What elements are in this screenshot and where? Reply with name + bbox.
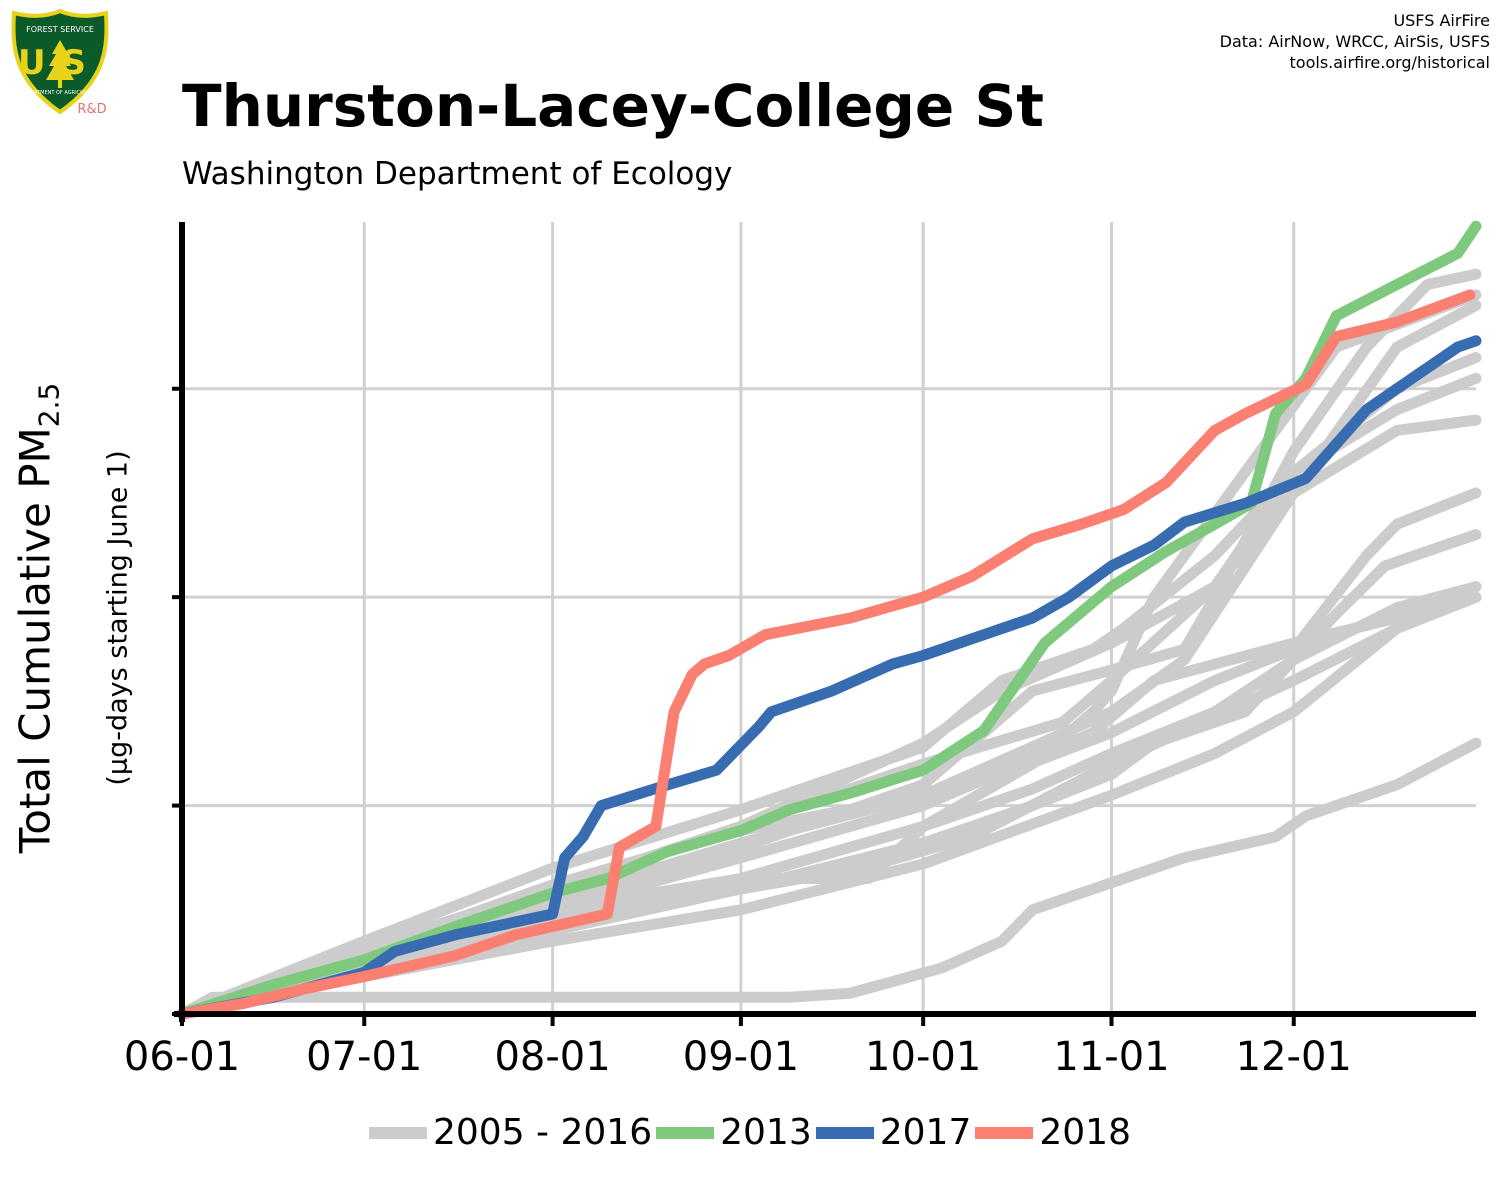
- legend-swatch: [975, 1126, 1034, 1139]
- legend-label: 2018: [1039, 1112, 1131, 1153]
- legend-swatch: [656, 1126, 715, 1139]
- credits: USFS AirFire Data: AirNow, WRCC, AirSis,…: [1220, 10, 1490, 73]
- credit-line: Data: AirNow, WRCC, AirSis, USFS: [1219, 32, 1490, 51]
- chart-title: Thurston-Lacey-College St: [182, 72, 1044, 140]
- x-tick-label: 06-01: [124, 1034, 240, 1080]
- series-group: [176, 220, 1482, 1020]
- x-tick-label: 07-01: [306, 1034, 422, 1080]
- legend: 2005 - 2016 2013 2017 2018: [0, 1112, 1500, 1153]
- tree-trunk: [58, 80, 62, 88]
- legend-label: 2013: [720, 1112, 812, 1153]
- chart-subtitle: Washington Department of Ecology: [182, 156, 733, 192]
- x-tick-label: 10-01: [865, 1034, 981, 1080]
- logo-top-text: FOREST SERVICE: [26, 25, 94, 34]
- chart-area: 06-01 07-01 08-01 09-01 10-01 11-01 12-01: [124, 220, 1482, 1080]
- legend-item: 2017: [815, 1112, 972, 1153]
- x-tick-label: 12-01: [1236, 1034, 1352, 1080]
- axes: 06-01 07-01 08-01 09-01 10-01 11-01 12-01: [124, 222, 1476, 1080]
- legend-item: 2005 - 2016: [369, 1112, 652, 1153]
- historical-series-line: [176, 581, 1482, 1020]
- legend-item: 2013: [656, 1112, 812, 1153]
- series-line-2018: [176, 289, 1476, 1020]
- logo-bottom-text: DEPARTMENT OF AGRICULTURE: [21, 90, 99, 96]
- historical-series-line: [176, 737, 1482, 1020]
- legend-swatch: [815, 1126, 874, 1139]
- x-tick-label: 09-01: [683, 1034, 799, 1080]
- legend-label: 2005 - 2016: [433, 1112, 653, 1153]
- legend-item: 2018: [975, 1112, 1131, 1153]
- forest-service-logo: FOREST SERVICE US DEPARTMENT OF AGRICULT…: [11, 8, 109, 117]
- x-tick-label: 08-01: [494, 1034, 610, 1080]
- tree-icon: [46, 40, 74, 80]
- credit-line: USFS AirFire: [1393, 11, 1490, 30]
- historical-series-line: [176, 414, 1482, 1020]
- logo-badge: R&D: [77, 102, 106, 117]
- legend-swatch: [369, 1126, 427, 1139]
- series-line-2013: [176, 220, 1482, 1020]
- credit-line: tools.airfire.org/historical: [1289, 53, 1490, 72]
- x-tick-label: 11-01: [1053, 1034, 1169, 1080]
- series-line-2017: [176, 335, 1482, 1020]
- legend-label: 2017: [879, 1112, 972, 1153]
